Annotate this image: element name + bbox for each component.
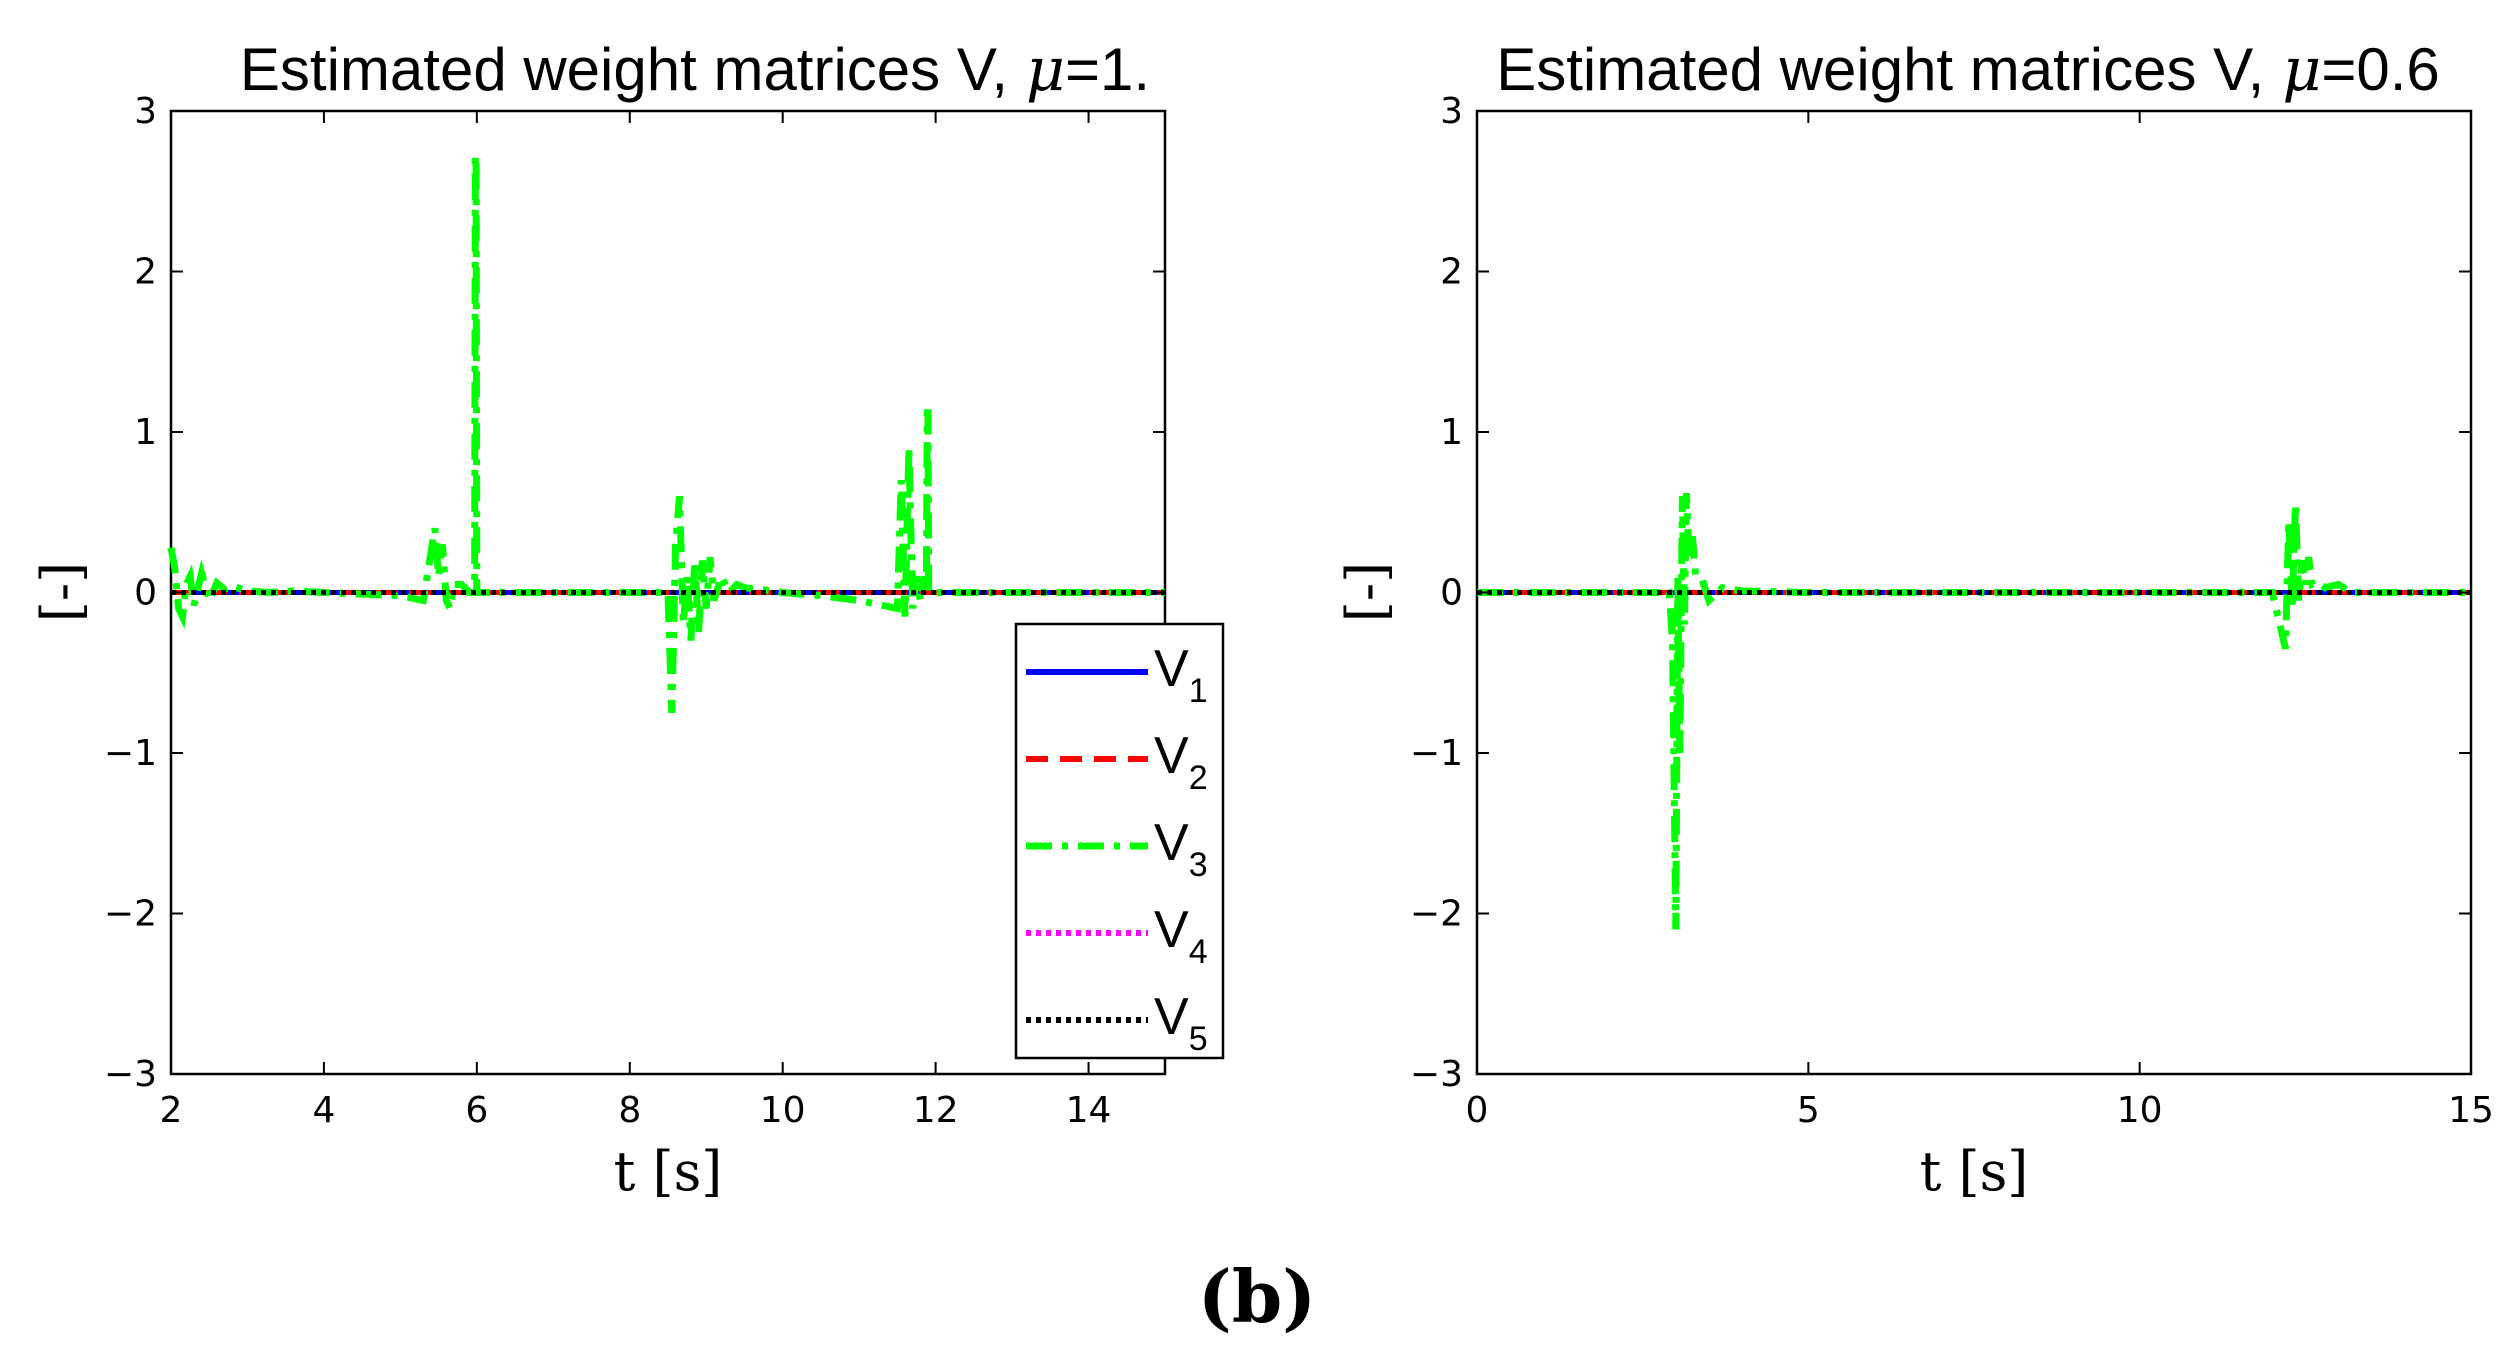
- xtick-label: 12: [913, 1090, 959, 1131]
- ytick-label: −3: [104, 1054, 157, 1095]
- legend-label-v5: V5: [1154, 988, 1208, 1058]
- series-line-v3: [167, 152, 1165, 714]
- right-plot-xticks: 0 5 10 15: [1466, 111, 2494, 1131]
- xtick-label: 5: [1797, 1090, 1820, 1131]
- left-plot-title: Estimated weight matrices V, μ=1.: [240, 35, 1150, 105]
- left-plot-series: [167, 152, 1165, 714]
- ytick-label: 3: [134, 91, 157, 132]
- left-plot-yticks: −3 −2 −1 0 1 2 3: [104, 91, 1165, 1095]
- ytick-label: −1: [104, 733, 157, 774]
- xtick-label: 10: [2117, 1090, 2163, 1131]
- right-plot-series: [1477, 492, 2471, 930]
- figure-caption: (b): [1198, 1254, 1316, 1339]
- ytick-label: 0: [1440, 573, 1463, 614]
- right-plot-title: Estimated weight matrices V, μ=0.6: [1496, 35, 2440, 105]
- legend-label-v1: V1: [1154, 640, 1208, 710]
- ytick-label: 1: [1440, 412, 1463, 453]
- legend-label-v3: V3: [1154, 814, 1208, 884]
- left-plot: Estimated weight matrices V, μ=1. −3 −2 −1 0…: [30, 35, 1225, 1203]
- right-plot-ylabel: [-]: [1335, 562, 1398, 622]
- ytick-label: 3: [1440, 91, 1463, 132]
- legend-label-v4: V4: [1154, 901, 1208, 971]
- ytick-label: −1: [1410, 733, 1463, 774]
- xtick-label: 0: [1466, 1090, 1489, 1131]
- series-line-v3: [1477, 492, 2471, 930]
- xtick-label: 2: [160, 1090, 183, 1131]
- ytick-label: 2: [1440, 252, 1463, 293]
- right-plot: Estimated weight matrices V, μ=0.6 −3 −2 −1…: [1335, 35, 2494, 1203]
- ytick-label: −3: [1410, 1054, 1463, 1095]
- xtick-label: 6: [465, 1090, 488, 1131]
- left-plot-ylabel: [-]: [30, 562, 93, 622]
- ytick-label: 0: [134, 573, 157, 614]
- xtick-label: 4: [312, 1090, 335, 1131]
- ytick-label: −2: [1410, 894, 1463, 935]
- left-plot-xticks: 2 4 6 8 10 12 14: [160, 111, 1112, 1131]
- legend: V1 V2 V3 V4 V5: [1014, 622, 1225, 1060]
- xtick-label: 10: [760, 1090, 806, 1131]
- ytick-label: 1: [134, 412, 157, 453]
- right-plot-xlabel: t [s]: [1920, 1140, 2029, 1203]
- left-plot-xlabel: t [s]: [614, 1140, 723, 1203]
- xtick-label: 15: [2448, 1090, 2494, 1131]
- ytick-label: 2: [134, 252, 157, 293]
- right-plot-yticks: −3 −2 −1 0 1 2 3: [1410, 91, 2471, 1095]
- xtick-label: 8: [618, 1090, 641, 1131]
- xtick-label: 14: [1066, 1090, 1112, 1131]
- legend-label-v2: V2: [1154, 727, 1208, 797]
- legend-box: [1014, 622, 1225, 1060]
- ytick-label: −2: [104, 894, 157, 935]
